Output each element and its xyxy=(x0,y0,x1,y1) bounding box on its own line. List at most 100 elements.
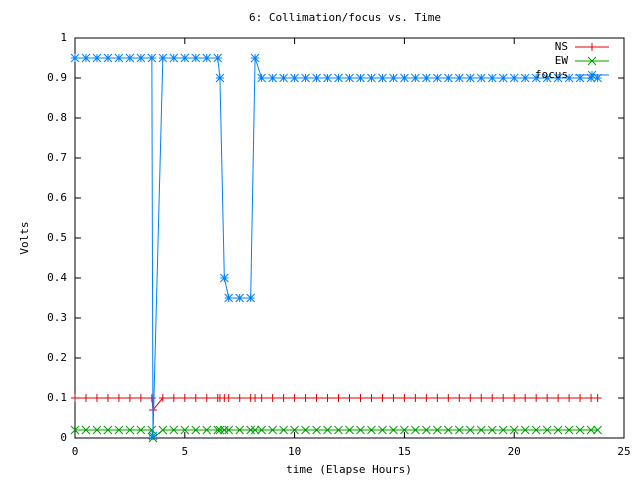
data-point xyxy=(345,425,354,435)
data-point xyxy=(443,425,453,435)
data-point xyxy=(378,425,387,435)
data-point xyxy=(411,394,420,402)
data-point xyxy=(169,394,178,402)
data-point xyxy=(215,425,225,435)
data-point xyxy=(312,425,321,435)
y-tick-label: 0.3 xyxy=(47,311,67,324)
data-point xyxy=(169,425,179,435)
data-point xyxy=(92,394,101,402)
data-point xyxy=(593,425,603,435)
data-point xyxy=(81,394,90,402)
data-point xyxy=(554,394,563,402)
data-point xyxy=(246,293,256,303)
data-point xyxy=(476,425,486,435)
data-point xyxy=(400,394,409,402)
data-point xyxy=(103,394,112,402)
data-point xyxy=(521,394,530,402)
data-point xyxy=(202,425,212,435)
y-tick-label: 0.9 xyxy=(47,71,67,84)
data-point xyxy=(432,73,442,83)
data-point xyxy=(114,53,124,63)
legend-label: NS xyxy=(555,40,568,53)
data-point xyxy=(465,425,475,435)
data-point xyxy=(213,425,223,435)
data-point xyxy=(488,394,497,402)
x-tick-label: 5 xyxy=(181,445,188,458)
data-point xyxy=(334,425,343,435)
x-tick-label: 10 xyxy=(288,445,301,458)
data-point xyxy=(543,394,552,402)
data-point xyxy=(312,73,321,83)
data-point xyxy=(103,53,113,63)
data-point xyxy=(509,425,519,435)
data-point xyxy=(378,73,387,83)
data-point xyxy=(257,425,267,435)
data-point xyxy=(224,425,234,435)
data-point xyxy=(593,73,603,83)
data-point xyxy=(476,73,486,83)
data-point xyxy=(422,425,431,435)
data-point xyxy=(92,425,102,435)
data-point xyxy=(323,425,332,435)
legend-label: focus xyxy=(535,68,568,81)
data-point xyxy=(136,394,145,402)
data-point xyxy=(224,293,234,303)
data-point xyxy=(180,394,189,402)
data-point xyxy=(103,425,113,435)
data-point xyxy=(400,73,409,83)
data-point xyxy=(191,425,201,435)
data-point xyxy=(169,53,179,63)
y-axis-label: Volts xyxy=(18,221,31,254)
data-point xyxy=(125,394,134,402)
data-point xyxy=(509,73,519,83)
data-point xyxy=(422,394,431,402)
data-point xyxy=(575,73,585,83)
data-point xyxy=(158,53,168,63)
data-point xyxy=(345,394,354,402)
data-point xyxy=(180,425,190,435)
x-tick-label: 20 xyxy=(508,445,521,458)
data-point xyxy=(114,425,124,435)
data-point xyxy=(345,73,354,83)
data-point xyxy=(158,425,168,435)
data-point xyxy=(268,73,277,83)
data-point xyxy=(465,73,475,83)
data-point xyxy=(367,73,376,83)
data-point xyxy=(213,53,223,63)
data-point xyxy=(498,73,508,83)
data-point xyxy=(279,394,288,402)
data-point xyxy=(542,73,552,83)
data-point xyxy=(389,394,398,402)
data-point xyxy=(224,394,233,402)
data-point xyxy=(520,73,530,83)
data-point xyxy=(356,425,365,435)
data-point xyxy=(312,394,321,402)
data-point xyxy=(235,394,244,402)
data-point xyxy=(70,53,80,63)
y-tick-label: 0.7 xyxy=(47,151,67,164)
data-point xyxy=(542,425,552,435)
data-point xyxy=(268,394,277,402)
plot-border xyxy=(74,37,625,439)
data-point xyxy=(356,73,365,83)
data-point xyxy=(279,425,288,435)
y-tick-label: 0.2 xyxy=(47,351,67,364)
data-point xyxy=(564,73,574,83)
legend-marker xyxy=(587,56,597,66)
data-point xyxy=(576,394,585,402)
data-point xyxy=(125,425,135,435)
data-point xyxy=(250,425,260,435)
data-point xyxy=(477,394,486,402)
y-tick-label: 0.4 xyxy=(47,271,67,284)
data-point xyxy=(323,73,332,83)
x-tick-label: 15 xyxy=(398,445,411,458)
data-point xyxy=(531,425,541,435)
data-point xyxy=(279,73,288,83)
data-point xyxy=(510,394,519,402)
data-point xyxy=(553,425,563,435)
data-point xyxy=(235,293,245,303)
data-point xyxy=(92,53,102,63)
data-point xyxy=(389,73,398,83)
data-point xyxy=(202,394,211,402)
